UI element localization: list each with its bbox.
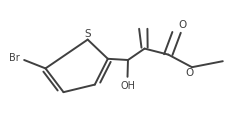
Text: Br: Br [9,53,20,63]
Text: O: O [186,68,194,78]
Text: S: S [84,29,91,39]
Text: O: O [178,20,187,30]
Text: OH: OH [120,81,135,91]
